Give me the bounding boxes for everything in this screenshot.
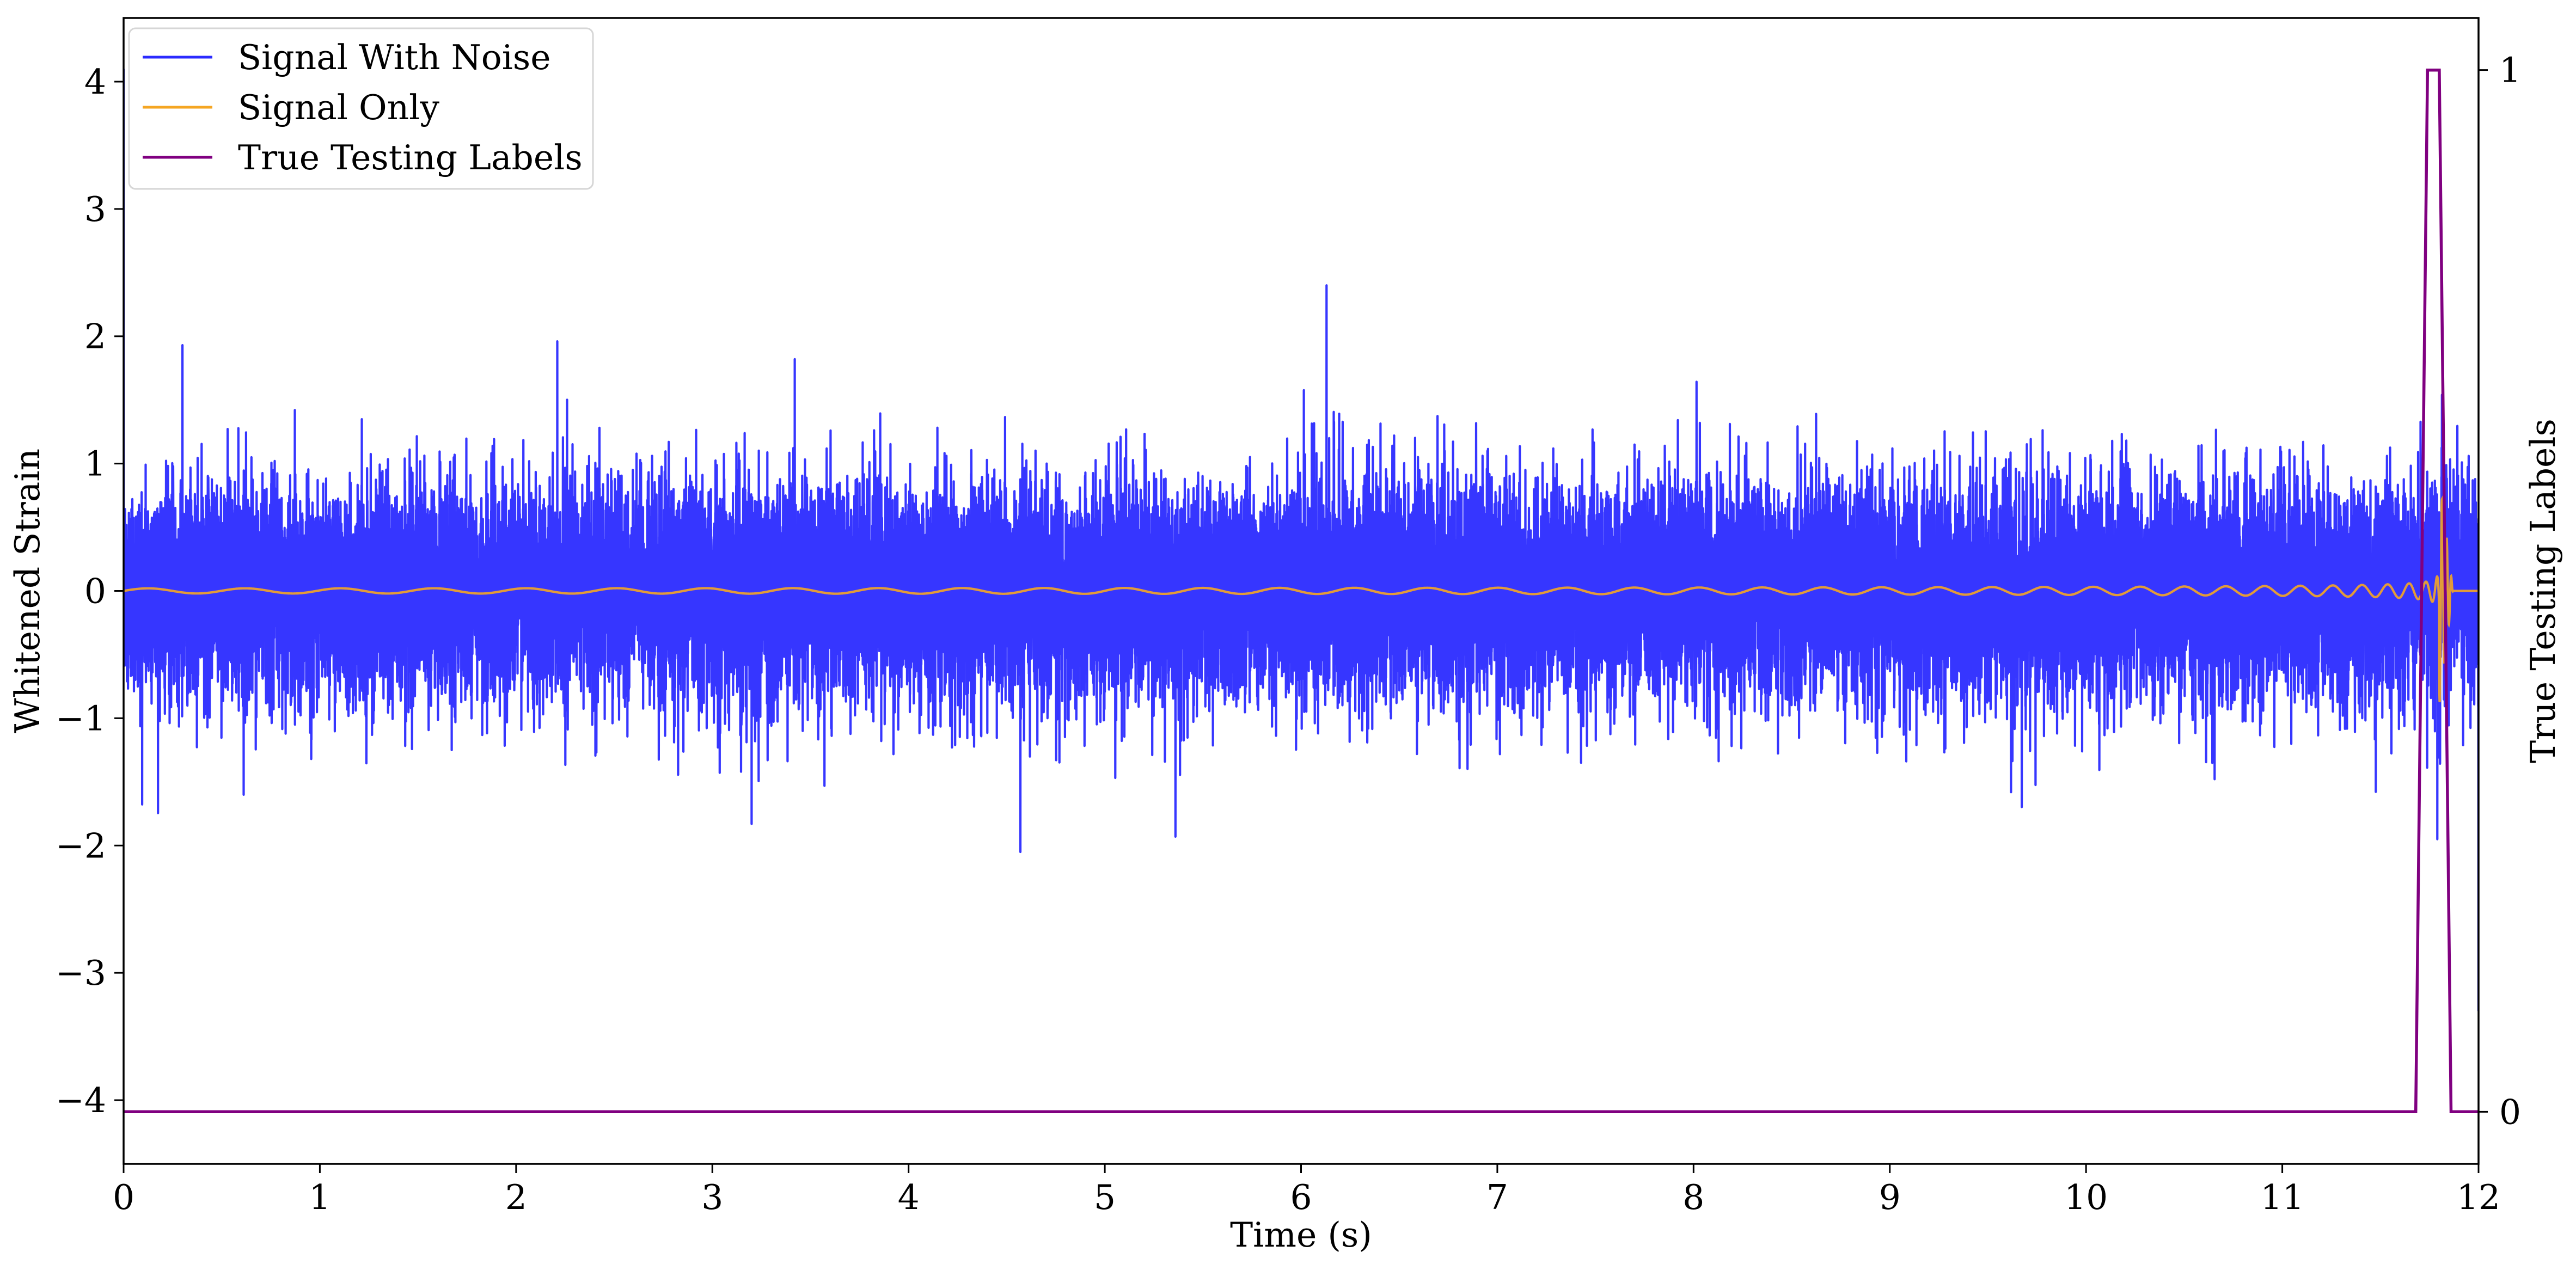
x-tick-label: 0 (113, 1177, 134, 1217)
x-tick-label: 1 (309, 1177, 331, 1217)
y-tick-label: 4 (84, 62, 106, 102)
x-tick-label: 4 (898, 1177, 920, 1217)
x-axis-label: Time (s) (1230, 1215, 1372, 1255)
series-line-signal-only (124, 495, 2479, 703)
x-tick-label: 2 (505, 1177, 527, 1217)
y-tick-label: 2 (84, 317, 106, 357)
x-tick-label: 8 (1682, 1177, 1704, 1217)
y-tick-label: −2 (56, 826, 106, 866)
legend-label: True Testing Labels (238, 138, 583, 177)
y-tick-label: −4 (56, 1081, 106, 1120)
y-axis-label: Whitened Strain (8, 449, 47, 733)
y-tick-label: −3 (56, 953, 106, 993)
y2-axis-label: True Testing Labels (2523, 419, 2563, 763)
x-tick-label: 3 (701, 1177, 723, 1217)
y-tick-label: 0 (84, 572, 106, 611)
legend: Signal With Noise Signal Only True Testing… (128, 27, 594, 190)
x-tick-label: 6 (1290, 1177, 1312, 1217)
x-tick-label: 5 (1094, 1177, 1116, 1217)
y2-tick-label: 0 (2499, 1092, 2521, 1132)
plot-area (124, 68, 2479, 1114)
y-tick-label: 3 (84, 189, 106, 229)
y2-tick-label: 1 (2499, 51, 2521, 90)
x-tick-label: 12 (2457, 1177, 2500, 1217)
x-tick-label: 10 (2064, 1177, 2108, 1217)
legend-label: Signal Only (238, 88, 439, 127)
x-tick-label: 11 (2260, 1177, 2304, 1217)
x-tick-label: 9 (1879, 1177, 1901, 1217)
series-line-signal-with-noise (124, 69, 2479, 1011)
y-tick-label: −1 (56, 698, 106, 738)
y-tick-label: 1 (84, 444, 106, 484)
legend-box (128, 27, 594, 190)
series-line-true-testing-labels (124, 68, 2479, 1114)
x-tick-label: 7 (1486, 1177, 1508, 1217)
legend-label: Signal With Noise (238, 38, 550, 77)
